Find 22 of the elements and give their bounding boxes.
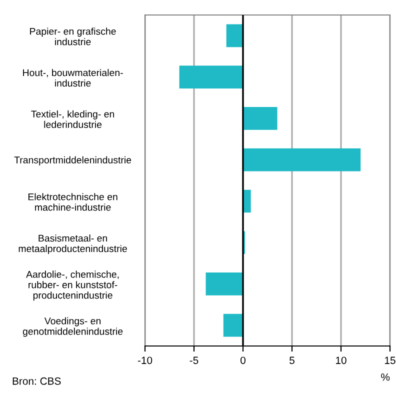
y-tick-label: Textiel-, kleding- en lederindustrie	[31, 110, 114, 128]
bar	[243, 148, 361, 172]
x-tick-label: -5	[190, 356, 198, 364]
x-tick-label: -10	[138, 356, 152, 364]
y-tick-label: Basismetaal- en metaalproductenindustrie	[18, 234, 127, 254]
y-tick-label: Elektrotechnische en machine-industrie	[28, 193, 118, 211]
x-tick-label: 0	[240, 356, 246, 364]
x-axis-title: %	[381, 373, 390, 381]
y-tick-label: Voedings- en genotmiddelenindustrie	[22, 317, 123, 337]
y-tick-label: Transportmiddelenindustrie	[14, 156, 132, 166]
bar	[243, 107, 278, 130]
y-tick-label: Papier- en grafische industrie	[30, 28, 116, 46]
y-tick-label: Hout-, bouwmaterialen- industrie	[23, 69, 123, 87]
bar	[179, 66, 243, 88]
x-tick-label: 5	[290, 356, 294, 364]
bar	[206, 272, 243, 296]
bar	[223, 314, 243, 337]
x-tick-label: 15	[385, 356, 396, 364]
bar	[226, 24, 243, 48]
y-tick-label: Aardolie-, chemische, rubber- en kunststof- productenindustrie	[26, 270, 119, 301]
x-tick-label: 10	[336, 356, 346, 364]
text: Bron: CBS	[12, 377, 61, 385]
